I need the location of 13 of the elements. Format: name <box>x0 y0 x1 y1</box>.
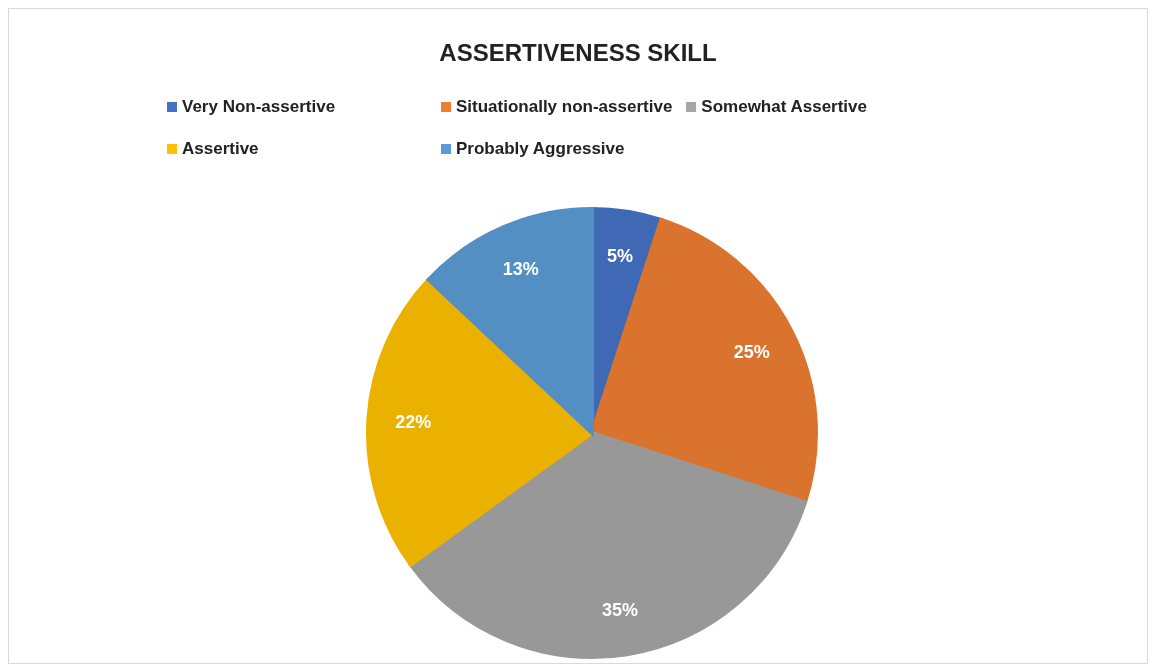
data-label: 22% <box>395 411 432 432</box>
data-label: 35% <box>602 599 639 620</box>
legend-label: Somewhat Assertive <box>701 97 868 117</box>
data-label: 5% <box>607 246 634 267</box>
chart-title: ASSERTIVENESS SKILL <box>438 39 718 67</box>
pie-slice <box>408 431 808 659</box>
legend-label: Very Non-assertive <box>182 97 336 117</box>
data-label: 25% <box>733 341 770 362</box>
pie-slice <box>366 277 594 567</box>
data-label: 13% <box>502 258 539 279</box>
legend-label: Probably Aggressive <box>456 139 625 159</box>
legend-label: Assertive <box>182 139 259 159</box>
legend-label: Situationally non-assertive <box>456 97 673 117</box>
